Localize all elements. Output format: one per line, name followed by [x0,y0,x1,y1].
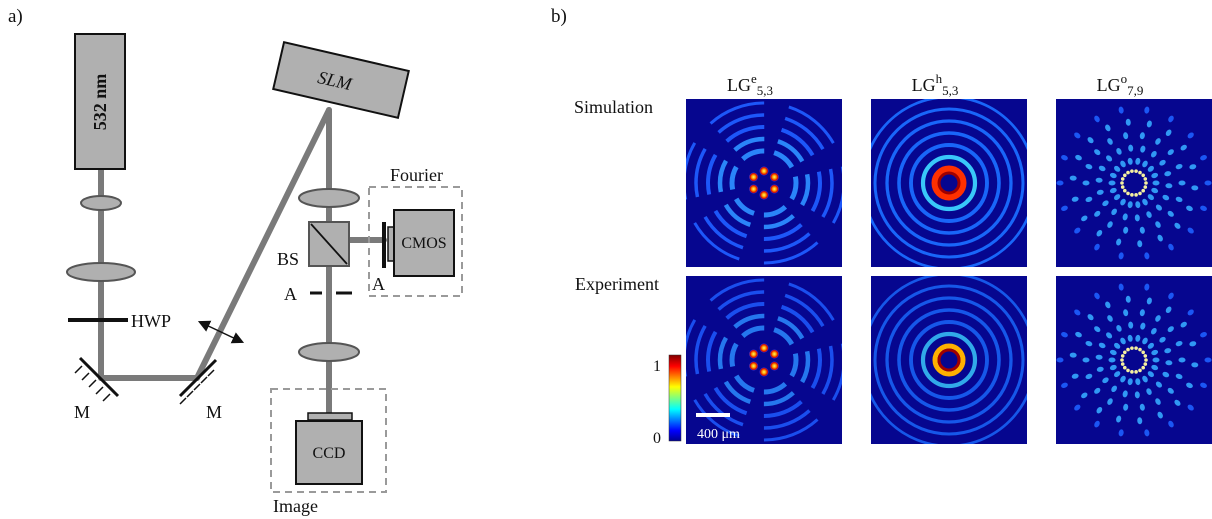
mirror-left [74,356,120,402]
panel-a-letter: a) [8,6,23,27]
image-box [270,388,387,493]
column-header-2: LGh5,3 [912,71,959,98]
slm-box: SLM [272,41,410,119]
laser-box [74,33,126,170]
intensity-tile-r2-c2 [871,276,1027,444]
colorbar-min-label: 0 [653,430,661,447]
mirror-left-label: M [74,402,90,422]
beam-splitter-label: BS [277,249,299,269]
colorbar-max-label: 1 [653,358,661,375]
cmos-label: CMOS [401,235,446,252]
column-header-3: LGo7,9 [1097,71,1144,98]
column-header-1: LGe5,3 [727,71,773,98]
results-panel: b) LGe5,3 LGh5,3 LGo7,9 Simulation Exper… [551,6,1212,447]
lens-2 [66,262,136,282]
intensity-tile-r1-c2 [871,99,1027,267]
intensity-images [686,99,1212,444]
hwp-label: HWP [131,311,171,331]
scalebar-label: 400 μm [697,427,740,442]
aperture-image-label: A [284,284,297,304]
setup-diagram: a) 532 nm HWP M [8,6,463,516]
beam-splitter [308,221,350,267]
panel-b-letter: b) [551,6,567,27]
lens-1 [80,195,122,211]
colorbar [668,354,682,442]
image-label: Image [273,496,318,516]
ccd-camera: CCD [295,412,363,485]
intensity-tile-r2-c3 [1056,276,1212,444]
polarization-arrow [197,320,245,344]
intensity-tile-r1-c1 [686,99,842,267]
mirror-right-label: M [206,402,222,422]
row-label-experiment: Experiment [575,274,659,294]
ccd-label: CCD [313,445,346,462]
lens-4 [298,342,360,362]
fourier-box [368,186,463,297]
intensity-tile-r2-c1 [686,276,842,444]
cmos-camera: CMOS [382,209,455,277]
laser-label: 532 nm [90,74,110,131]
fourier-label: Fourier [390,165,443,185]
lens-3 [298,188,360,208]
row-label-simulation: Simulation [574,97,653,117]
scalebar [696,413,730,417]
intensity-tile-r1-c3 [1056,99,1212,267]
mirror-right [178,358,218,405]
aperture-fourier-label: A [372,274,385,294]
